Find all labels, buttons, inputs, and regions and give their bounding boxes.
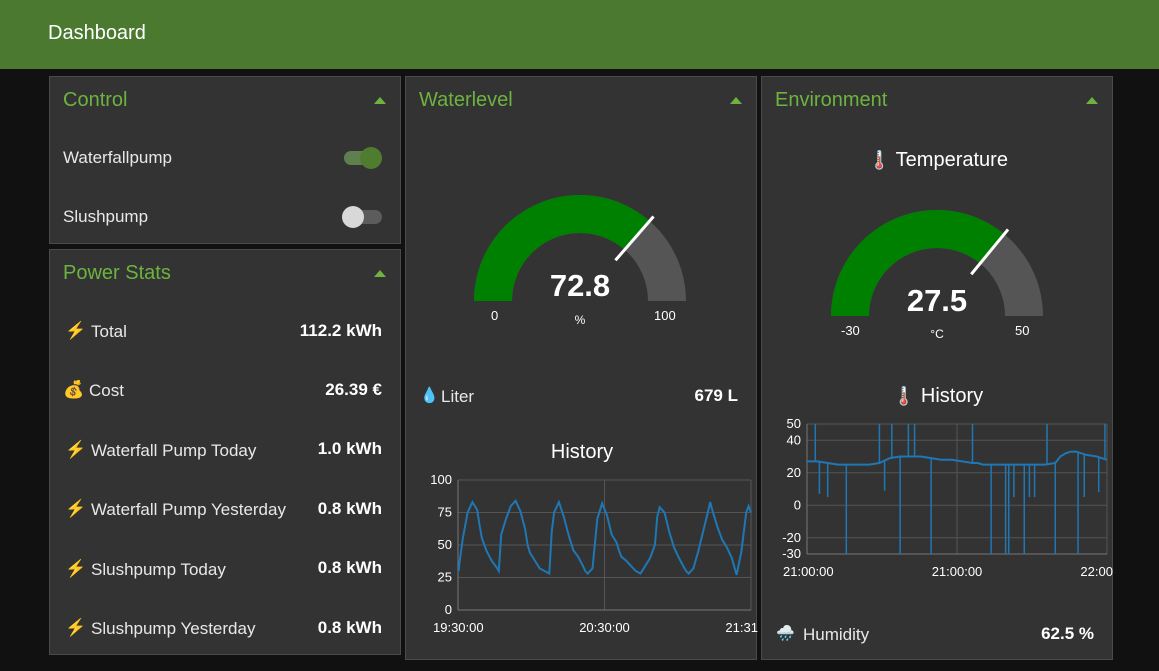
page-title: Dashboard xyxy=(48,22,146,44)
x-tick-label: 22:00:00 xyxy=(1080,564,1114,579)
collapse-icon[interactable] xyxy=(1086,97,1098,104)
x-tick-label: 21:00:00 xyxy=(932,564,983,579)
water-drop-icon: 💧 xyxy=(420,387,439,404)
gauge-value: 72.8 xyxy=(549,268,611,303)
gauge-needle xyxy=(614,215,655,262)
thermometer-icon: 🌡️ xyxy=(868,150,891,170)
lightning-icon: ⚡ xyxy=(65,559,87,578)
gauge-max: 100 xyxy=(654,308,676,323)
top-bar: Dashboard xyxy=(0,0,1159,69)
humidity-value: 62.5 % xyxy=(1041,624,1094,643)
toggle-knob xyxy=(360,147,382,169)
money-bag-icon: 💰 xyxy=(63,380,85,399)
control-card: Control Waterfallpump Slushpump xyxy=(49,76,401,244)
power-row-label: Cost xyxy=(89,381,124,400)
power-stats-card-title: Power Stats xyxy=(63,262,171,284)
power-stats-card: Power Stats ⚡ Total 112.2 kWh 💰 Cost 26.… xyxy=(49,249,401,655)
power-row-label: Total xyxy=(91,322,127,341)
waterlevel-card: Waterlevel 72.8 % 0 100 💧 Liter 679 L Hi… xyxy=(405,76,758,660)
environment-card: Environment 🌡️ Temperature 27.5 °C -30 5… xyxy=(761,76,1114,660)
collapse-icon[interactable] xyxy=(730,97,742,104)
humidity-label: Humidity xyxy=(803,625,870,644)
collapse-icon[interactable] xyxy=(374,97,386,104)
y-tick-label: 0 xyxy=(445,602,452,617)
power-row-label: Waterfall Pump Yesterday xyxy=(91,500,286,519)
x-tick-label: 21:31:00 xyxy=(725,620,758,635)
gauge-needle xyxy=(970,228,1010,276)
lightning-icon: ⚡ xyxy=(65,440,87,459)
x-tick-label: 19:30:00 xyxy=(433,620,484,635)
power-row-value: 0.8 kWh xyxy=(317,499,382,518)
gauge-unit: % xyxy=(574,313,586,327)
waterlevel-gauge xyxy=(474,194,686,301)
power-row-value: 0.8 kWh xyxy=(317,618,382,637)
waterfallpump-toggle[interactable] xyxy=(344,147,382,169)
slushpump-toggle[interactable] xyxy=(342,206,382,228)
gauge-min: -30 xyxy=(841,323,860,338)
y-tick-label: 100 xyxy=(430,472,452,487)
control-card-header[interactable]: Control xyxy=(50,77,400,125)
series-line xyxy=(807,450,1108,466)
y-tick-label: 50 xyxy=(787,416,801,431)
gauge-min: 0 xyxy=(491,308,499,323)
rain-cloud-icon: 🌧️ xyxy=(776,625,795,642)
gauge-value: 27.5 xyxy=(906,283,968,318)
temperature-label: Temperature xyxy=(895,149,1008,171)
environment-card-title: Environment xyxy=(775,89,888,111)
y-tick-label: 50 xyxy=(438,537,452,552)
power-row-value: 0.8 kWh xyxy=(317,558,382,577)
temperature-heading: 🌡️ Temperature xyxy=(762,149,1114,172)
lightning-icon: ⚡ xyxy=(65,618,87,637)
control-card-title: Control xyxy=(63,89,128,111)
collapse-icon[interactable] xyxy=(374,270,386,277)
history-label: History xyxy=(920,385,984,407)
y-tick-label: 75 xyxy=(438,505,452,520)
power-row-label: Slushpump Today xyxy=(91,560,226,579)
toggle-knob xyxy=(342,206,364,228)
lightning-icon: ⚡ xyxy=(65,499,87,518)
waterlevel-card-title: Waterlevel xyxy=(419,89,513,111)
power-row-value: 26.39 € xyxy=(325,380,382,399)
power-row-label: Waterfall Pump Today xyxy=(91,441,257,460)
y-tick-label: -20 xyxy=(782,530,801,545)
waterlevel-card-header[interactable]: Waterlevel xyxy=(406,77,756,125)
environment-card-header[interactable]: Environment xyxy=(762,77,1112,125)
series-line xyxy=(457,499,752,576)
power-stats-card-header[interactable]: Power Stats xyxy=(50,250,400,298)
y-tick-label: 40 xyxy=(787,432,801,447)
waterlevel-history-chart: 0 25 50 75 100 19:30:00 20:30:00 21:31:00 xyxy=(430,472,758,635)
lightning-icon: ⚡ xyxy=(65,321,87,340)
liter-label: Liter xyxy=(441,387,475,406)
x-tick-label: 21:00:00 xyxy=(783,564,834,579)
y-tick-label: 25 xyxy=(438,570,452,585)
waterfallpump-label: Waterfallpump xyxy=(63,148,172,167)
y-tick-label: -30 xyxy=(782,546,801,561)
slushpump-label: Slushpump xyxy=(63,207,149,226)
liter-value: 679 L xyxy=(694,386,738,405)
gauge-fill xyxy=(831,210,1005,316)
temperature-history-heading: 🌡️ History xyxy=(762,385,1114,408)
gauge-max: 50 xyxy=(1015,323,1030,338)
power-row-value: 1.0 kWh xyxy=(317,439,382,458)
thermometer-icon: 🌡️ xyxy=(892,386,916,406)
temperature-gauge xyxy=(831,210,1043,316)
gauge-fill xyxy=(474,194,650,301)
y-tick-label: 0 xyxy=(794,497,801,512)
power-row-label: Slushpump Yesterday xyxy=(91,619,256,638)
y-tick-label: 20 xyxy=(787,465,801,480)
x-tick-label: 20:30:00 xyxy=(579,620,630,635)
power-row-value: 112.2 kWh xyxy=(299,321,382,340)
history-title: History xyxy=(550,441,614,463)
gauge-unit: °C xyxy=(930,327,944,341)
